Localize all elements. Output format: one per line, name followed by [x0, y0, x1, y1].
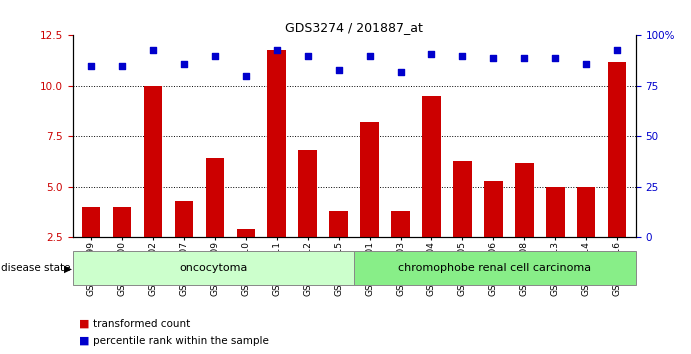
Point [426, 51, 437, 56]
Point [272, 47, 283, 52]
Bar [608, 62, 627, 287]
Bar [236, 229, 255, 287]
Text: ■: ■ [79, 336, 90, 346]
Title: GDS3274 / 201887_at: GDS3274 / 201887_at [285, 21, 423, 34]
Text: transformed count: transformed count [93, 319, 191, 329]
Point [302, 53, 313, 58]
Point [488, 55, 499, 61]
Bar [354, 251, 636, 285]
Bar [546, 187, 565, 287]
Bar [299, 150, 317, 287]
Text: percentile rank within the sample: percentile rank within the sample [93, 336, 269, 346]
Bar [144, 86, 162, 287]
Text: ▶: ▶ [64, 263, 72, 273]
Point [117, 63, 128, 69]
Text: ■: ■ [79, 319, 90, 329]
Text: disease state: disease state [1, 263, 70, 273]
Point [457, 53, 468, 58]
Bar [206, 159, 224, 287]
Point [178, 61, 189, 67]
Bar [267, 50, 286, 287]
Point [147, 47, 158, 52]
Bar [453, 160, 472, 287]
Point [550, 55, 561, 61]
Bar [515, 162, 533, 287]
Point [333, 67, 344, 73]
Point [395, 69, 406, 75]
Bar [422, 96, 441, 287]
Point [519, 55, 530, 61]
Bar [330, 211, 348, 287]
Point [86, 63, 97, 69]
Bar [82, 207, 100, 287]
Bar [391, 211, 410, 287]
Bar [113, 207, 131, 287]
Bar [73, 251, 354, 285]
Text: chromophobe renal cell carcinoma: chromophobe renal cell carcinoma [399, 263, 591, 273]
Point [364, 53, 375, 58]
Point [612, 47, 623, 52]
Bar [577, 187, 596, 287]
Bar [175, 201, 193, 287]
Bar [484, 181, 502, 287]
Text: oncocytoma: oncocytoma [179, 263, 247, 273]
Bar [360, 122, 379, 287]
Point [240, 73, 252, 79]
Point [209, 53, 220, 58]
Point [580, 61, 591, 67]
